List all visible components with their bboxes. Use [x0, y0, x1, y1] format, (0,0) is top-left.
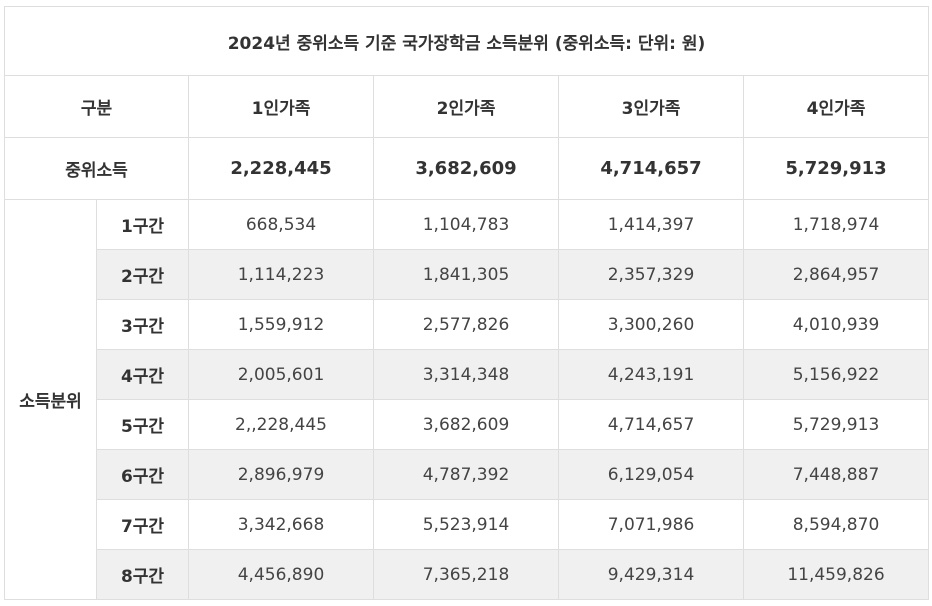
table-cell: 4,010,939: [742, 299, 930, 350]
table-cell: 5,523,914: [373, 499, 559, 550]
table-row: 6구간 2,896,979 4,787,392 6,129,054 7,448,…: [5, 449, 930, 500]
table-cell: 1,104,783: [373, 199, 559, 250]
table-row: 2구간 1,114,223 1,841,305 2,357,329 2,864,…: [5, 249, 930, 300]
table-title-row: 2024년 중위소득 기준 국가장학금 소득분위 (중위소득: 단위: 원): [3, 6, 930, 76]
table-row: 3구간 1,559,912 2,577,826 3,300,260 4,010,…: [5, 299, 930, 350]
table-cell: 1,559,912: [188, 299, 374, 350]
table-cell: 2,005,601: [188, 349, 374, 400]
table-cell: 3,300,260: [558, 299, 744, 350]
median-income-cell: 5,729,913: [742, 137, 930, 200]
header-1-person: 1인가족: [188, 75, 374, 138]
median-income-cell: 4,714,657: [558, 137, 744, 200]
income-bracket-group-label: 소득분위: [4, 199, 97, 600]
table-cell: 3,682,609: [373, 399, 559, 450]
median-income-cell: 2,228,445: [188, 137, 374, 200]
table-cell: 2,577,826: [373, 299, 559, 350]
table-title: 2024년 중위소득 기준 국가장학금 소득분위 (중위소득: 단위: 원): [3, 6, 930, 76]
table-cell: 5,156,922: [742, 349, 930, 400]
band-label: 2구간: [96, 249, 189, 300]
table-cell: 1,841,305: [373, 249, 559, 300]
table-cell: 8,594,870: [742, 499, 930, 550]
table-cell: 668,534: [188, 199, 374, 250]
band-label: 1구간: [96, 199, 189, 250]
header-category: 구분: [4, 75, 189, 138]
median-income-cell: 3,682,609: [373, 137, 559, 200]
band-label: 7구간: [96, 499, 189, 550]
median-income-row: 중위소득 2,228,445 3,682,609 4,714,657 5,729…: [4, 137, 930, 200]
band-label: 5구간: [96, 399, 189, 450]
table-cell: 2,357,329: [558, 249, 744, 300]
band-label: 8구간: [96, 549, 189, 600]
header-2-person: 2인가족: [373, 75, 559, 138]
table-row: 7구간 3,342,668 5,523,914 7,071,986 8,594,…: [5, 499, 930, 550]
highlighted-value: 4,714,657: [605, 412, 697, 437]
header-4-person: 4인가족: [742, 75, 930, 138]
table-cell: 7,071,986: [558, 499, 744, 550]
band-label: 4구간: [96, 349, 189, 400]
table-row: 4구간 2,005,601 3,314,348 4,243,191 5,156,…: [5, 349, 930, 400]
table-cell: 2,896,979: [188, 449, 374, 500]
table-cell: 2,,228,445: [188, 399, 374, 450]
table-cell: 1,114,223: [188, 249, 374, 300]
table-cell: 4,456,890: [188, 549, 374, 600]
header-3-person: 3인가족: [558, 75, 744, 138]
band-label: 6구간: [96, 449, 189, 500]
table-cell: 9,429,314: [558, 549, 744, 600]
table-cell: 7,365,218: [373, 549, 559, 600]
table-cell: 3,342,668: [188, 499, 374, 550]
table-cell: 6,129,054: [558, 449, 744, 500]
median-income-label: 중위소득: [4, 137, 189, 200]
table-cell: 5,729,913: [742, 399, 930, 450]
table-header-row: 구분 1인가족 2인가족 3인가족 4인가족: [4, 75, 930, 138]
table-row: 5구간 2,,228,445 3,682,609 4,714,657 5,729…: [5, 399, 930, 450]
table-row: 8구간 4,456,890 7,365,218 9,429,314 11,459…: [5, 549, 930, 600]
table-cell: 1,718,974: [742, 199, 930, 250]
table-cell: 4,243,191: [558, 349, 744, 400]
table-cell: 1,414,397: [558, 199, 744, 250]
table-cell: 3,314,348: [373, 349, 559, 400]
income-bracket-table: 2024년 중위소득 기준 국가장학금 소득분위 (중위소득: 단위: 원) 구…: [3, 6, 930, 600]
table-cell: 2,864,957: [742, 249, 930, 300]
table-cell: 4,787,392: [373, 449, 559, 500]
table-cell: 11,459,826: [742, 549, 930, 600]
table-row: 소득분위 1구간 668,534 1,104,783 1,414,397 1,7…: [4, 199, 930, 600]
band-label: 3구간: [96, 299, 189, 350]
table-cell: 7,448,887: [742, 449, 930, 500]
table-cell: 4,714,657: [558, 399, 744, 450]
